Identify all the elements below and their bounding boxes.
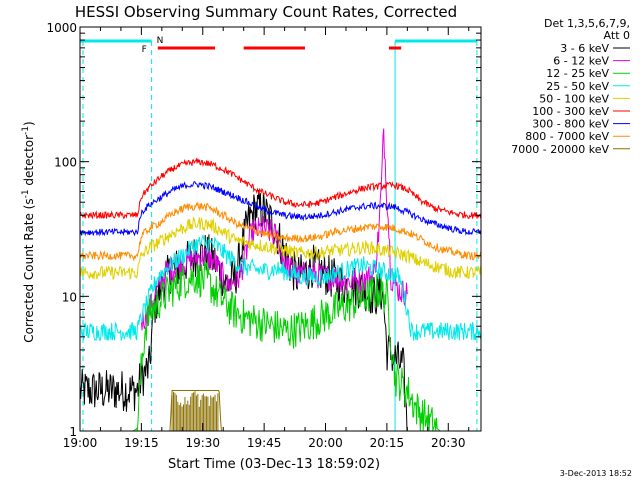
plot-frame bbox=[79, 26, 482, 432]
y-tick-label: 10 bbox=[62, 290, 77, 304]
legend-label: 3 - 6 keV bbox=[560, 42, 609, 55]
legend-label: 300 - 800 keV bbox=[532, 118, 609, 131]
x-tick-label: 19:30 bbox=[185, 436, 220, 450]
x-axis-label: Start Time (03-Dec-13 18:59:02) bbox=[168, 457, 380, 472]
series-line-100-300-kev bbox=[79, 157, 482, 220]
state-label-f: F bbox=[142, 45, 147, 55]
y-axis-label-end: ) bbox=[22, 121, 36, 126]
markers-layer: FN bbox=[80, 36, 478, 431]
x-tick-label: 19:45 bbox=[247, 436, 282, 450]
y-axis-label-superscript-1: -1 bbox=[21, 189, 31, 198]
series-line-25-50-kev bbox=[79, 234, 482, 341]
state-label-n: N bbox=[157, 36, 164, 46]
legend-label: 12 - 25 keV bbox=[546, 67, 609, 80]
legend-label: 50 - 100 keV bbox=[539, 92, 609, 105]
plot-area: FN 19:00 19:15 19:30 19:45 20:00 20:15 20:3011… bbox=[46, 21, 482, 450]
chart-title: HESSI Observing Summary Count Rates, Cor… bbox=[75, 3, 457, 21]
x-tick-label: 20:00 bbox=[308, 436, 343, 450]
y-tick-label: 1000 bbox=[46, 21, 77, 35]
legend-label: 25 - 50 keV bbox=[546, 80, 609, 93]
series-line-800-7000-kev bbox=[79, 201, 482, 262]
series-line-300-800-kev bbox=[79, 181, 482, 237]
legend-label: 7000 - 20000 keV bbox=[511, 143, 609, 156]
y-axis-label-superscript-2: -1 bbox=[21, 126, 31, 135]
legend-header-line-1: Det 1,3,5,6,7,9, bbox=[544, 17, 630, 30]
timestamp: 3-Dec-2013 18:52 bbox=[560, 469, 632, 478]
legend-label: 800 - 7000 keV bbox=[525, 130, 609, 143]
y-axis-label: Corrected Count Rate (s-1 detector-1) bbox=[21, 121, 36, 342]
legend-header-line-2: Att 0 bbox=[604, 29, 630, 42]
x-tick-label: 19:15 bbox=[124, 436, 159, 450]
legend-label: 100 - 300 keV bbox=[532, 105, 609, 118]
x-tick-label: 20:15 bbox=[370, 436, 405, 450]
y-tick-label: 1 bbox=[69, 425, 77, 439]
y-axis-label-mid: detector bbox=[22, 135, 36, 190]
x-tick-label: 20:30 bbox=[431, 436, 466, 450]
series-line-50-100-kev bbox=[79, 216, 482, 281]
y-axis-label-main: Corrected Count Rate (s bbox=[22, 198, 36, 342]
x-tick-label: 19:00 bbox=[63, 436, 98, 450]
legend-label: 6 - 12 keV bbox=[553, 55, 609, 68]
y-tick-label: 100 bbox=[54, 156, 77, 170]
axes-layer: 19:00 19:15 19:30 19:45 20:00 20:15 20:30 1 10 10… bbox=[46, 21, 481, 450]
series-line-12-25-kev bbox=[80, 261, 481, 432]
